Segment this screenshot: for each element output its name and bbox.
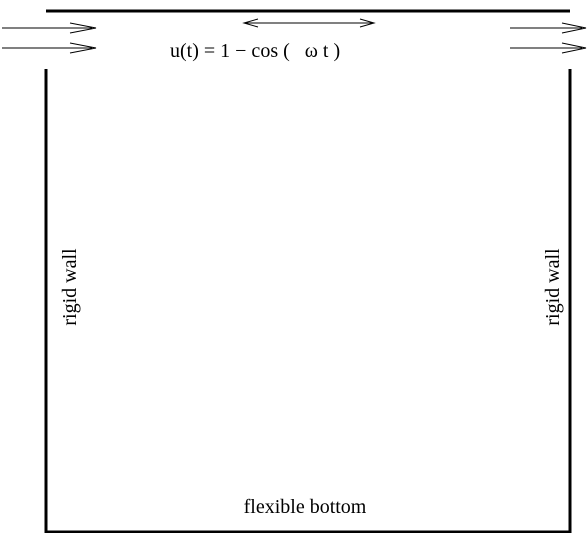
oscillation-double-arrow-icon bbox=[242, 18, 376, 28]
lid-velocity-label: u(t) = 1 − cos ( ω t ) bbox=[170, 40, 340, 62]
inflow-arrow-icon bbox=[2, 42, 97, 54]
bottom-label: flexible bottom bbox=[244, 496, 367, 518]
left-inflow-arrows bbox=[2, 22, 97, 54]
outflow-arrow-icon bbox=[510, 22, 587, 34]
left-wall-label: rigid wall bbox=[59, 248, 81, 326]
outflow-arrow-icon bbox=[510, 42, 587, 54]
right-wall-label: rigid wall bbox=[542, 248, 564, 326]
inflow-arrow-icon bbox=[2, 22, 97, 34]
right-outflow-arrows bbox=[510, 22, 587, 54]
